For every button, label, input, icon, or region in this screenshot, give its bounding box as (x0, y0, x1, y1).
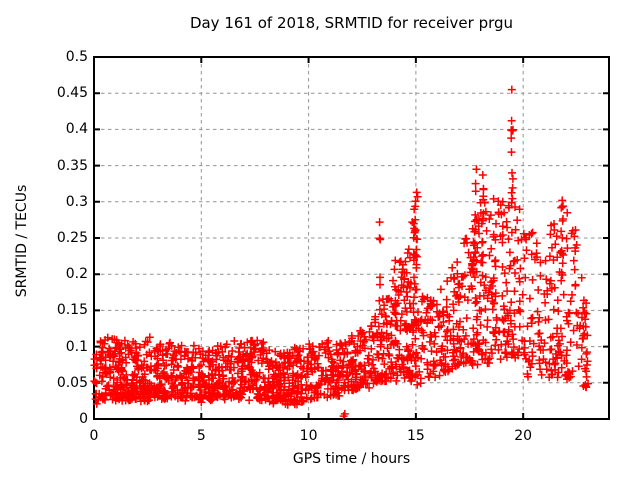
x-axis-label: GPS time / hours (292, 451, 411, 467)
axis-ticks (93, 56, 609, 420)
x-tick-label: 5 (196, 428, 206, 444)
y-tick-label: 0.4 (65, 121, 88, 138)
y-tick-label: 0.05 (56, 374, 88, 391)
y-tick-label: 0.35 (56, 157, 88, 174)
x-tick-label: 0 (89, 428, 99, 444)
y-tick-label: 0.3 (65, 193, 88, 210)
y-tick-label: 0.1 (65, 338, 88, 355)
y-tick-label: 0.45 (56, 85, 88, 102)
x-tick-label: 20 (514, 428, 533, 444)
y-tick-label: 0.25 (56, 230, 88, 246)
x-tick-label: 15 (406, 428, 425, 444)
x-tick-label: 10 (299, 428, 318, 444)
y-tick-label: 0.15 (56, 302, 88, 319)
y-tick-label: 0.5 (65, 49, 88, 65)
scatter-points (90, 85, 593, 421)
grid-lines (94, 57, 609, 419)
y-tick-label: 0 (79, 411, 88, 427)
y-tick-label: 0.2 (65, 266, 88, 283)
chart-title: Day 161 of 2018, SRMTID for receiver prg… (189, 14, 514, 32)
